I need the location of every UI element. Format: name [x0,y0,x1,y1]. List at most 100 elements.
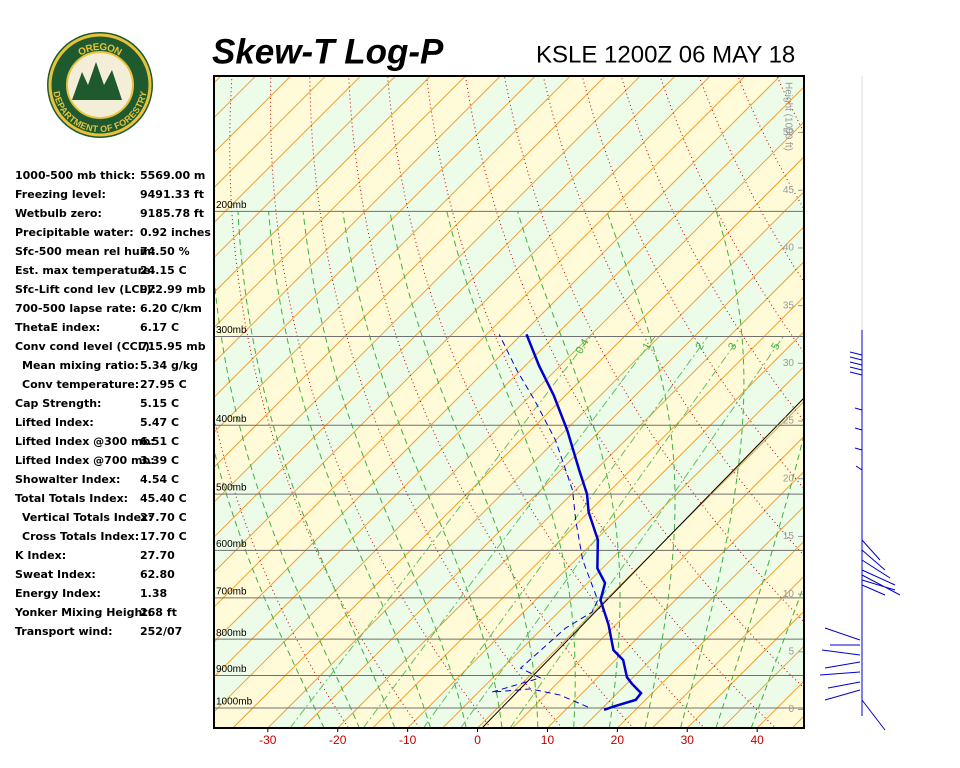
stat-label: Sfc-500 mean rel hum: [15,245,156,258]
isotherm [0,76,11,728]
isotherm [232,156,804,728]
isotherm [214,76,641,503]
stat-value: 5.47 C [140,416,179,429]
plot-frame [213,75,805,729]
logo-ring [48,33,152,137]
stat-label: Vertical Totals Index: [22,511,153,524]
isotherm [442,365,804,728]
isotherm [686,610,804,728]
x-tick-label: 30 [681,733,695,747]
logo-trees [72,62,122,100]
dry-adiabat [659,76,804,354]
stat-value: 17.70 C [140,530,187,543]
stat-value: 45.40 C [140,492,187,505]
isotherm [214,86,804,678]
isotherm [214,76,676,538]
stat-label: Mean mixing ratio: [22,359,139,372]
isotherm [651,575,804,728]
logo: OREGON DEPARTMENT OF FORESTRY [47,32,153,138]
isotherm [827,76,960,728]
parcel-line [481,397,804,728]
stat-label: Precipitable water: [15,226,134,239]
y-tick-label: 1000mb [216,697,253,708]
stat-label: Cap Strength: [15,397,101,410]
plot-background [0,54,960,738]
isotherm [372,295,804,728]
stat-value: 0.92 inches [140,226,211,239]
isotherm [214,76,466,329]
isotherm [214,76,431,294]
stat-label: ThetaE index: [15,321,100,334]
barb [849,351,901,731]
stat-value: 972.99 mb [140,283,206,296]
stat-label: Energy Index: [15,587,101,600]
stat-label: 1000-500 mb thick: [15,169,135,182]
stat-label: Wetbulb zero: [15,207,102,220]
isotherm [214,76,746,608]
stat-label: Lifted Index @300 mb: [15,435,155,448]
isotherm [214,76,711,573]
isotherm [407,330,804,728]
isotherm [616,540,804,728]
stat-value: 252/07 [140,625,182,638]
isotherm [214,76,606,468]
band [214,76,431,293]
y2-tick-label: 30 [783,358,795,369]
mixing-ratio-label: 2 [693,341,706,352]
moist-adiabat [389,211,539,728]
stat-label: Lifted Index: [15,416,94,429]
dry-adiabat [920,54,960,738]
stat-value: 9185.78 ft [140,207,204,220]
mixing-ratio-label: 1 [641,341,654,352]
barb [819,627,861,701]
y-tick-label: 900mb [216,664,247,675]
y-tick-label: 200mb [216,200,247,211]
stat-value: 24.15 C [140,264,187,277]
y2-axis-label: Height (1000 ft) [782,82,793,151]
chart-subtitle: KSLE 1200Z 06 MAY 18 [536,41,795,68]
stat-value: 715.95 mb [140,340,206,353]
y2-tick-label: 10 [783,589,795,600]
isotherm [791,715,804,728]
band [214,76,221,83]
logo-text: OREGON [76,41,123,58]
mixing-ratio-label: 3 [726,341,739,352]
isotherm [582,505,804,728]
dry-adiabat [348,76,634,728]
wind-barbs [819,330,901,731]
y2-tick-label: 40 [783,243,795,254]
y2-tick-label: 20 [783,473,795,484]
isotherm [267,191,804,728]
stat-value: 4.54 C [140,473,179,486]
stat-label: Sfc-Lift cond lev (LCL): [15,283,156,296]
x-tick-label: 0 [474,733,481,747]
stat-value: 268 ft [140,606,177,619]
stat-value: 5569.00 m [140,169,205,182]
stat-value: 9491.33 ft [140,188,204,201]
stat-value: 27.95 C [140,378,187,391]
stat-label: 700-500 lapse rate: [15,302,136,315]
dry-adiabat [309,76,563,728]
dry-adiabat [843,54,960,738]
x-tick-label: 10 [541,733,555,747]
temperature-line [525,333,643,712]
stat-value: 62.80 [140,568,175,581]
stat-label: Conv temperature: [22,378,139,391]
dry-adiabat [542,76,804,557]
isotherm [214,76,396,259]
y-tick-label: 700mb [216,587,247,598]
y2-tick-label: 25 [783,416,795,427]
isotherm [302,226,804,728]
stat-value: 6.51 C [140,435,179,448]
plot: 0.4 1 2 3 5200mb300mb400mb500mb600mb700mb800… [216,82,804,747]
stat-value: 1.38 [140,587,167,600]
isotherm [547,470,804,728]
band [827,76,960,728]
dry-adiabat [464,76,804,689]
stat-label: K Index: [15,549,66,562]
isotherm [512,435,804,728]
moist-adiabat [517,211,621,728]
dewpoint-line [491,334,599,708]
